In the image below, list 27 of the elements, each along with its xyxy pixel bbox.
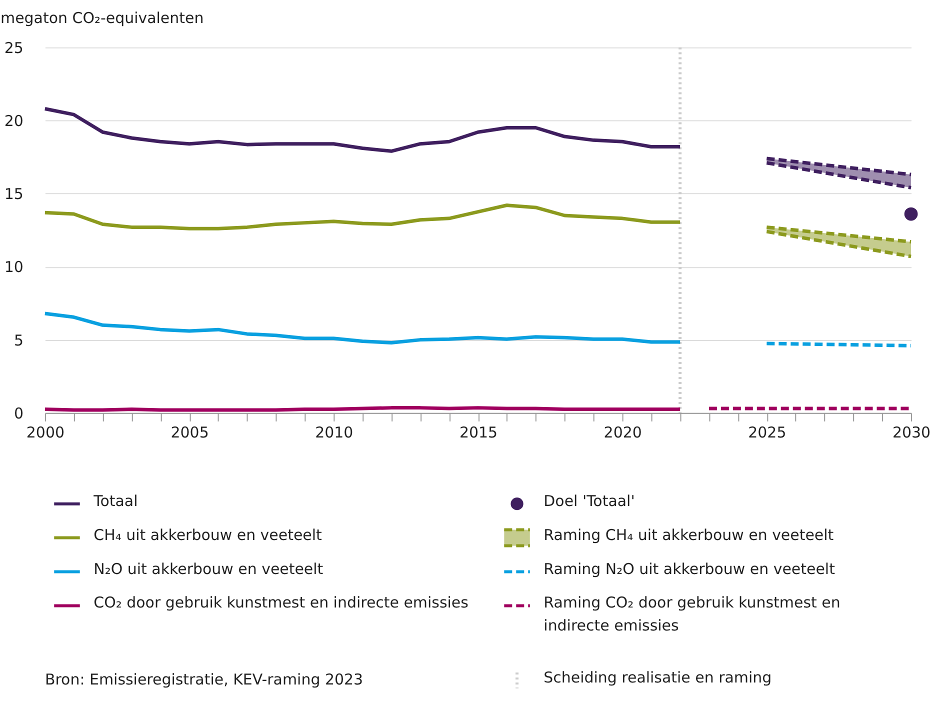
y-tick-label: 20 — [4, 112, 24, 130]
y-tick-label: 10 — [4, 258, 24, 276]
legend-label: CO₂ door gebruik kunstmest en indirecte emissies — [94, 594, 469, 612]
line-series — [43, 106, 682, 153]
x-tick-label: 2015 — [459, 423, 498, 442]
legend-label: N₂O uit akkerbouw en veeteelt — [94, 560, 324, 578]
y-axis-title: megaton CO₂-equivalenten — [0, 8, 204, 27]
y-tick-label: 5 — [14, 331, 24, 350]
y-tick-label: 0 — [14, 404, 24, 422]
legend-label: Raming CH₄ uit akkerbouw en veeteelt — [544, 526, 834, 544]
y-tick-label: 25 — [4, 38, 24, 57]
legend-label: Scheiding realisatie en raming — [544, 668, 772, 686]
x-tick-label: 2010 — [315, 423, 354, 442]
line-series — [43, 204, 682, 230]
legend-label: Raming CO₂ door gebruik kunstmest en indirecte emissies — [544, 594, 840, 635]
text: Bron: Emissieregistratie, KEV-raming 2023 — [44, 670, 364, 689]
y-tick-label: 15 — [4, 185, 24, 204]
legend-label: CH₄ uit akkerbouw en veeteelt — [94, 526, 322, 544]
legend-label: Doel 'Totaal' — [544, 492, 635, 510]
x-tick-label: 2005 — [170, 423, 209, 442]
x-tick-label: 2025 — [748, 423, 786, 442]
x-tick-label: 2020 — [604, 423, 642, 442]
line-series — [43, 312, 682, 344]
legend-label: Raming N₂O uit akkerbouw en veeteelt — [544, 560, 836, 578]
legend-label: Totaal — [92, 492, 138, 510]
x-tick-label: 2000 — [26, 423, 65, 442]
x-tick-label: 2030 — [892, 423, 931, 442]
